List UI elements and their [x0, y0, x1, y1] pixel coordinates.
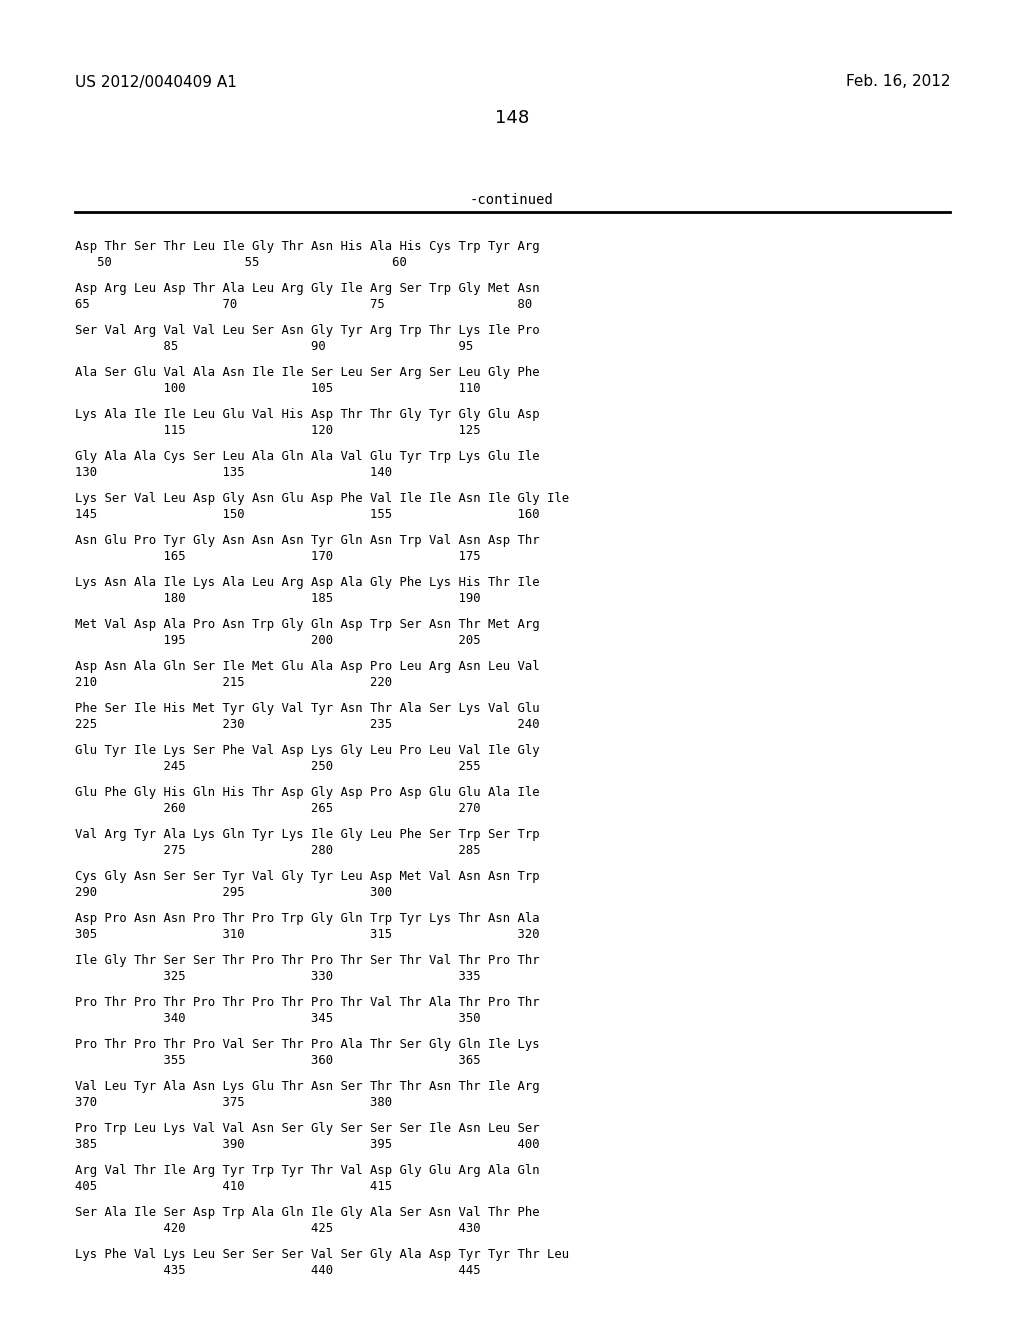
- Text: Lys Ser Val Leu Asp Gly Asn Glu Asp Phe Val Ile Ile Asn Ile Gly Ile: Lys Ser Val Leu Asp Gly Asn Glu Asp Phe …: [75, 492, 569, 506]
- Text: 148: 148: [495, 110, 529, 127]
- Text: 100                 105                 110: 100 105 110: [75, 381, 480, 395]
- Text: Pro Trp Leu Lys Val Val Asn Ser Gly Ser Ser Ser Ile Asn Leu Ser: Pro Trp Leu Lys Val Val Asn Ser Gly Ser …: [75, 1122, 540, 1135]
- Text: Arg Val Thr Ile Arg Tyr Trp Tyr Thr Val Asp Gly Glu Arg Ala Gln: Arg Val Thr Ile Arg Tyr Trp Tyr Thr Val …: [75, 1164, 540, 1177]
- Text: 355                 360                 365: 355 360 365: [75, 1053, 480, 1067]
- Text: 210                 215                 220: 210 215 220: [75, 676, 392, 689]
- Text: Asp Pro Asn Asn Pro Thr Pro Trp Gly Gln Trp Tyr Lys Thr Asn Ala: Asp Pro Asn Asn Pro Thr Pro Trp Gly Gln …: [75, 912, 540, 925]
- Text: Met Val Asp Ala Pro Asn Trp Gly Gln Asp Trp Ser Asn Thr Met Arg: Met Val Asp Ala Pro Asn Trp Gly Gln Asp …: [75, 618, 540, 631]
- Text: US 2012/0040409 A1: US 2012/0040409 A1: [75, 74, 237, 90]
- Text: Ser Val Arg Val Val Leu Ser Asn Gly Tyr Arg Trp Thr Lys Ile Pro: Ser Val Arg Val Val Leu Ser Asn Gly Tyr …: [75, 323, 540, 337]
- Text: Pro Thr Pro Thr Pro Val Ser Thr Pro Ala Thr Ser Gly Gln Ile Lys: Pro Thr Pro Thr Pro Val Ser Thr Pro Ala …: [75, 1038, 540, 1051]
- Text: 405                 410                 415: 405 410 415: [75, 1180, 392, 1193]
- Text: 340                 345                 350: 340 345 350: [75, 1012, 480, 1026]
- Text: 420                 425                 430: 420 425 430: [75, 1222, 480, 1236]
- Text: 290                 295                 300: 290 295 300: [75, 886, 392, 899]
- Text: Val Arg Tyr Ala Lys Gln Tyr Lys Ile Gly Leu Phe Ser Trp Ser Trp: Val Arg Tyr Ala Lys Gln Tyr Lys Ile Gly …: [75, 828, 540, 841]
- Text: 275                 280                 285: 275 280 285: [75, 843, 480, 857]
- Text: 225                 230                 235                 240: 225 230 235 240: [75, 718, 540, 731]
- Text: Glu Tyr Ile Lys Ser Phe Val Asp Lys Gly Leu Pro Leu Val Ile Gly: Glu Tyr Ile Lys Ser Phe Val Asp Lys Gly …: [75, 744, 540, 756]
- Text: 115                 120                 125: 115 120 125: [75, 424, 480, 437]
- Text: Phe Ser Ile His Met Tyr Gly Val Tyr Asn Thr Ala Ser Lys Val Glu: Phe Ser Ile His Met Tyr Gly Val Tyr Asn …: [75, 702, 540, 715]
- Text: Feb. 16, 2012: Feb. 16, 2012: [846, 74, 950, 90]
- Text: Asn Glu Pro Tyr Gly Asn Asn Asn Tyr Gln Asn Trp Val Asn Asp Thr: Asn Glu Pro Tyr Gly Asn Asn Asn Tyr Gln …: [75, 535, 540, 546]
- Text: 435                 440                 445: 435 440 445: [75, 1265, 480, 1276]
- Text: Asp Asn Ala Gln Ser Ile Met Glu Ala Asp Pro Leu Arg Asn Leu Val: Asp Asn Ala Gln Ser Ile Met Glu Ala Asp …: [75, 660, 540, 673]
- Text: Glu Phe Gly His Gln His Thr Asp Gly Asp Pro Asp Glu Glu Ala Ile: Glu Phe Gly His Gln His Thr Asp Gly Asp …: [75, 785, 540, 799]
- Text: Asp Arg Leu Asp Thr Ala Leu Arg Gly Ile Arg Ser Trp Gly Met Asn: Asp Arg Leu Asp Thr Ala Leu Arg Gly Ile …: [75, 282, 540, 294]
- Text: 50                  55                  60: 50 55 60: [75, 256, 407, 269]
- Text: 65                  70                  75                  80: 65 70 75 80: [75, 298, 532, 312]
- Text: 85                  90                  95: 85 90 95: [75, 341, 473, 352]
- Text: 385                 390                 395                 400: 385 390 395 400: [75, 1138, 540, 1151]
- Text: 130                 135                 140: 130 135 140: [75, 466, 392, 479]
- Text: 165                 170                 175: 165 170 175: [75, 550, 480, 564]
- Text: 305                 310                 315                 320: 305 310 315 320: [75, 928, 540, 941]
- Text: 370                 375                 380: 370 375 380: [75, 1096, 392, 1109]
- Text: 260                 265                 270: 260 265 270: [75, 803, 480, 814]
- Text: 195                 200                 205: 195 200 205: [75, 634, 480, 647]
- Text: Ile Gly Thr Ser Ser Thr Pro Thr Pro Thr Ser Thr Val Thr Pro Thr: Ile Gly Thr Ser Ser Thr Pro Thr Pro Thr …: [75, 954, 540, 968]
- Text: Gly Ala Ala Cys Ser Leu Ala Gln Ala Val Glu Tyr Trp Lys Glu Ile: Gly Ala Ala Cys Ser Leu Ala Gln Ala Val …: [75, 450, 540, 463]
- Text: Lys Ala Ile Ile Leu Glu Val His Asp Thr Thr Gly Tyr Gly Glu Asp: Lys Ala Ile Ile Leu Glu Val His Asp Thr …: [75, 408, 540, 421]
- Text: 145                 150                 155                 160: 145 150 155 160: [75, 508, 540, 521]
- Text: Ala Ser Glu Val Ala Asn Ile Ile Ser Leu Ser Arg Ser Leu Gly Phe: Ala Ser Glu Val Ala Asn Ile Ile Ser Leu …: [75, 366, 540, 379]
- Text: Lys Phe Val Lys Leu Ser Ser Ser Val Ser Gly Ala Asp Tyr Tyr Thr Leu: Lys Phe Val Lys Leu Ser Ser Ser Val Ser …: [75, 1247, 569, 1261]
- Text: 180                 185                 190: 180 185 190: [75, 591, 480, 605]
- Text: Lys Asn Ala Ile Lys Ala Leu Arg Asp Ala Gly Phe Lys His Thr Ile: Lys Asn Ala Ile Lys Ala Leu Arg Asp Ala …: [75, 576, 540, 589]
- Text: 325                 330                 335: 325 330 335: [75, 970, 480, 983]
- Text: Val Leu Tyr Ala Asn Lys Glu Thr Asn Ser Thr Thr Asn Thr Ile Arg: Val Leu Tyr Ala Asn Lys Glu Thr Asn Ser …: [75, 1080, 540, 1093]
- Text: -continued: -continued: [470, 193, 554, 207]
- Text: Cys Gly Asn Ser Ser Tyr Val Gly Tyr Leu Asp Met Val Asn Asn Trp: Cys Gly Asn Ser Ser Tyr Val Gly Tyr Leu …: [75, 870, 540, 883]
- Text: Pro Thr Pro Thr Pro Thr Pro Thr Pro Thr Val Thr Ala Thr Pro Thr: Pro Thr Pro Thr Pro Thr Pro Thr Pro Thr …: [75, 997, 540, 1008]
- Text: Ser Ala Ile Ser Asp Trp Ala Gln Ile Gly Ala Ser Asn Val Thr Phe: Ser Ala Ile Ser Asp Trp Ala Gln Ile Gly …: [75, 1206, 540, 1218]
- Text: Asp Thr Ser Thr Leu Ile Gly Thr Asn His Ala His Cys Trp Tyr Arg: Asp Thr Ser Thr Leu Ile Gly Thr Asn His …: [75, 240, 540, 253]
- Text: 245                 250                 255: 245 250 255: [75, 760, 480, 774]
